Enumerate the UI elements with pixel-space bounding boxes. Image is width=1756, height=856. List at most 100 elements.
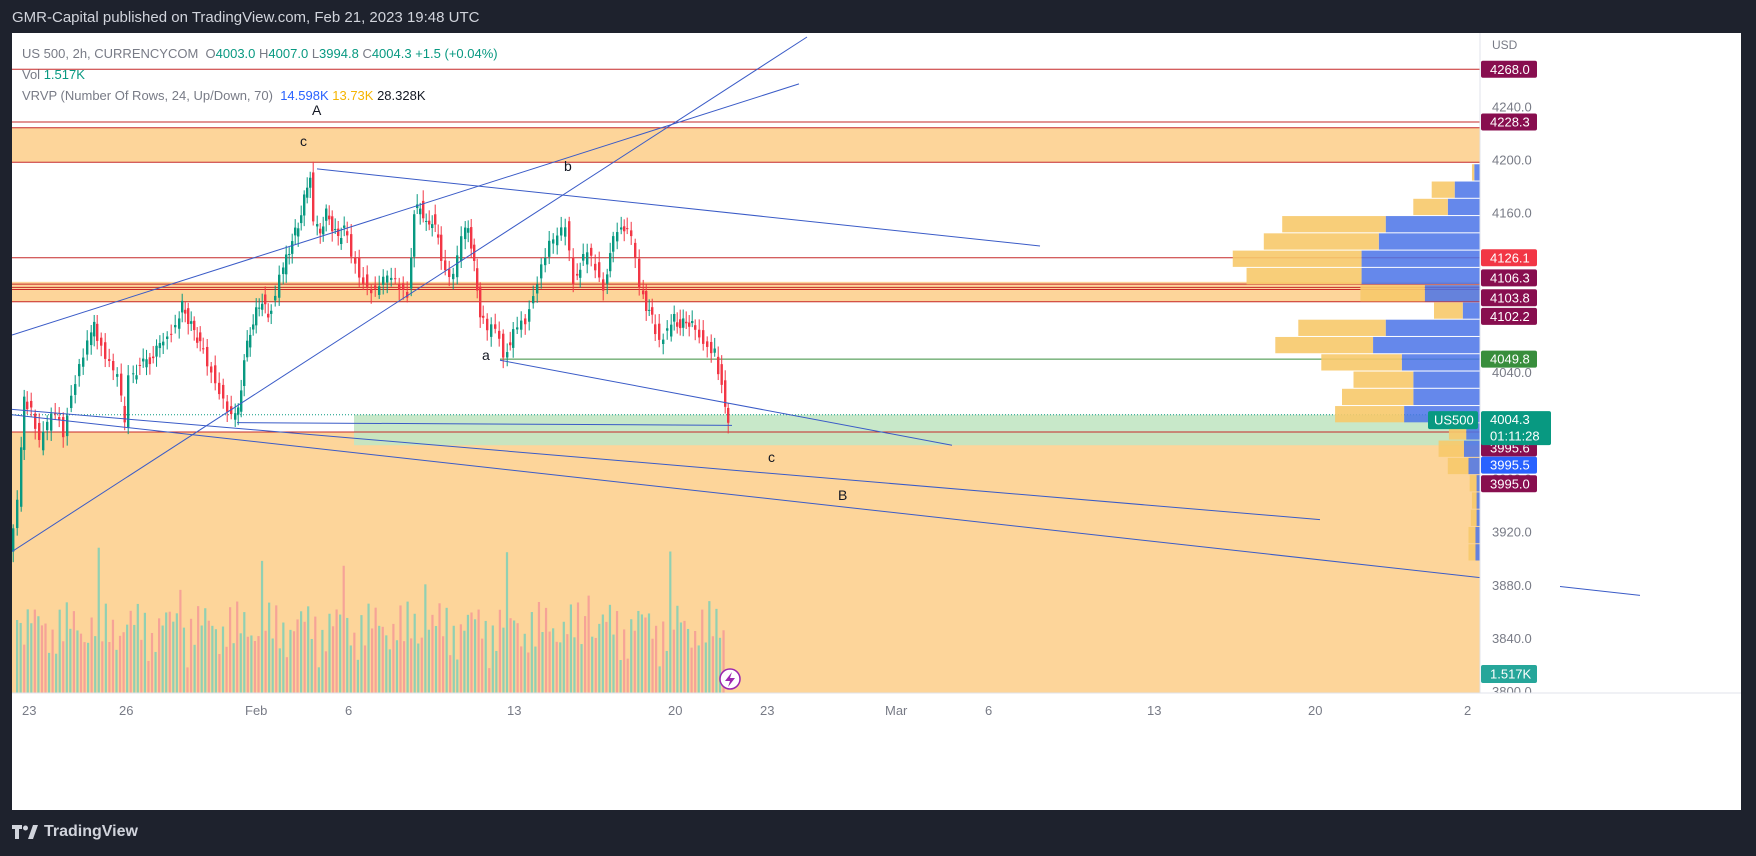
trend-line-0[interactable] <box>12 36 808 552</box>
candle <box>594 263 597 271</box>
volume-bar <box>488 668 491 693</box>
wave-label[interactable]: B <box>838 487 847 503</box>
trend-line-3[interactable] <box>12 414 1641 596</box>
y-tick-label: 4200.0 <box>1492 153 1532 168</box>
candle <box>490 324 493 337</box>
candle <box>90 332 93 346</box>
symbol-tag-box[interactable] <box>1428 411 1478 430</box>
legend-symbol[interactable]: US 500, 2h, CURRENCYCOM <box>22 46 199 61</box>
candle <box>297 228 300 237</box>
volume-bar <box>605 621 608 693</box>
legend-vrvp-row: VRVP (Number Of Rows, 24, Up/Down, 70) 1… <box>22 85 498 106</box>
volume-label-box[interactable] <box>1481 665 1537 683</box>
volume-bar <box>193 644 196 693</box>
currency-label: USD <box>1492 38 1518 52</box>
candle <box>331 216 334 232</box>
volume-bar <box>19 622 22 693</box>
trend-line-5[interactable] <box>499 359 953 446</box>
candle <box>536 284 539 294</box>
volume-bar <box>317 667 320 693</box>
candle <box>440 234 443 261</box>
time-axis[interactable] <box>12 693 1741 810</box>
candle <box>682 318 685 328</box>
candle <box>452 273 455 280</box>
price-label-box[interactable] <box>1481 456 1537 474</box>
vrvp-up-bar <box>1298 319 1386 336</box>
price-label: 4228.3 <box>1490 115 1530 130</box>
volume-bar <box>584 616 587 693</box>
chart-frame[interactable]: AcbacBUSD3800.03840.03880.03920.03960.04… <box>12 33 1741 810</box>
vrvp-up-bar <box>1360 285 1425 302</box>
volume-bar <box>537 601 541 693</box>
price-label-box[interactable] <box>1481 350 1537 368</box>
candle <box>434 214 437 225</box>
volume-bar <box>473 619 477 693</box>
candle <box>252 324 255 330</box>
legend-low: 3994.8 <box>319 46 359 61</box>
volume-bar <box>158 618 161 693</box>
wave-label[interactable]: b <box>564 158 572 174</box>
volume-bar <box>271 638 274 693</box>
chart-svg[interactable]: AcbacBUSD3800.03840.03880.03920.03960.04… <box>12 33 1741 810</box>
volume-bar <box>161 625 164 693</box>
volume-bar <box>417 643 420 693</box>
candle <box>334 229 337 231</box>
candle <box>456 255 459 278</box>
price-label-box[interactable] <box>1481 289 1537 307</box>
price-label-box[interactable] <box>1481 113 1537 131</box>
vrvp-down-bar <box>1413 388 1480 406</box>
trend-line-2[interactable] <box>12 408 1321 521</box>
price-label-box[interactable] <box>1481 307 1537 325</box>
volume-bar <box>541 632 544 693</box>
price-label-box[interactable] <box>1481 249 1537 267</box>
volume-bar <box>374 607 377 693</box>
volume-bar <box>278 648 281 693</box>
volume-bar <box>640 614 643 693</box>
volume-bar <box>335 609 338 693</box>
candle <box>394 278 397 280</box>
candle <box>564 227 567 237</box>
price-label-box[interactable] <box>1481 60 1537 78</box>
candle <box>116 374 119 377</box>
candle <box>166 336 169 339</box>
candle <box>255 307 258 326</box>
volume-bar <box>143 612 146 693</box>
price-label-box[interactable] <box>1481 269 1537 287</box>
volume-bar <box>197 606 200 693</box>
tradingview-footer[interactable]: TradingView <box>12 823 138 841</box>
candle <box>337 228 340 236</box>
vrvp-up-bar <box>1335 406 1405 423</box>
candle <box>218 382 221 395</box>
legend-vrvp-label[interactable]: VRVP (Number Of Rows, 24, Up/Down, 70) <box>22 88 273 103</box>
candle <box>691 320 694 324</box>
candle <box>340 237 343 244</box>
candle <box>50 413 53 431</box>
wave-label[interactable]: a <box>482 347 490 363</box>
wave-label[interactable]: A <box>312 102 322 118</box>
trend-line-4[interactable] <box>316 168 1041 247</box>
candle <box>30 400 33 408</box>
vrvp-up-bar <box>1468 526 1476 544</box>
candle <box>42 431 45 451</box>
candle <box>623 226 626 232</box>
legend-vol-label[interactable]: Vol <box>22 67 41 82</box>
trend-line-6[interactable] <box>236 422 733 426</box>
volume-bar <box>502 627 505 693</box>
volume-bar <box>296 619 299 693</box>
volume-bar <box>413 613 416 693</box>
candle <box>702 330 705 344</box>
wave-label[interactable]: c <box>768 449 775 465</box>
wave-label[interactable]: c <box>300 133 307 149</box>
volume-bar <box>498 609 501 693</box>
volume-bar <box>669 551 672 693</box>
candle <box>494 324 497 329</box>
price-label-box[interactable] <box>1481 475 1537 493</box>
trend-line-1[interactable] <box>12 83 800 336</box>
vrvp-up-bar <box>1246 267 1362 285</box>
volume-bar <box>307 606 310 693</box>
volume-bar <box>442 636 445 693</box>
legend-vrvp-up: 14.598K <box>280 88 329 103</box>
candle <box>609 253 612 272</box>
vrvp-down-bar <box>1413 371 1480 388</box>
last-price-box[interactable] <box>1481 411 1551 446</box>
